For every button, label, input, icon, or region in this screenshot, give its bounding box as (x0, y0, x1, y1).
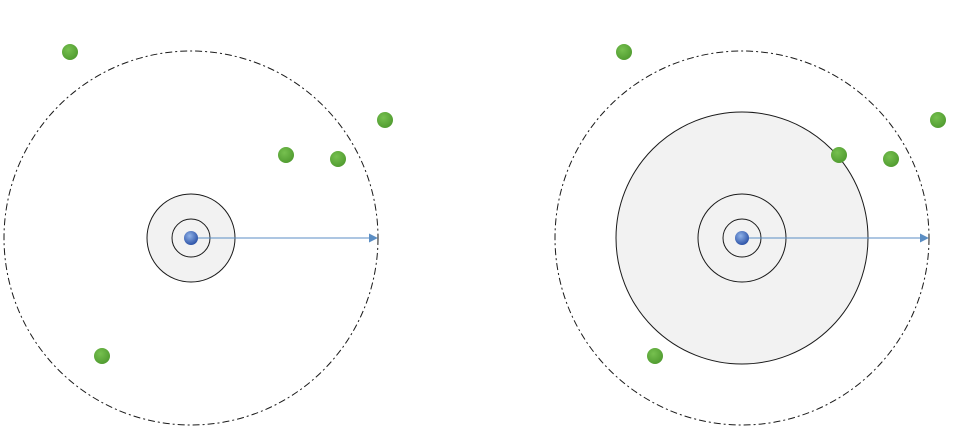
green-point-icon (330, 151, 346, 167)
green-point-icon (62, 44, 78, 60)
green-point-icon (616, 44, 632, 60)
green-point-icon (377, 112, 393, 128)
outer-range-circle (3, 50, 379, 426)
center-dot-icon (184, 231, 198, 245)
green-point-icon (831, 147, 847, 163)
green-point-icon (647, 348, 663, 364)
outer-range-circle (554, 50, 930, 426)
right-panel (554, 44, 946, 426)
green-point-icon (278, 147, 294, 163)
green-point-icon (883, 151, 899, 167)
green-point-icon (930, 112, 946, 128)
center-dot-icon (735, 231, 749, 245)
green-point-icon (94, 348, 110, 364)
left-panel (3, 44, 393, 426)
